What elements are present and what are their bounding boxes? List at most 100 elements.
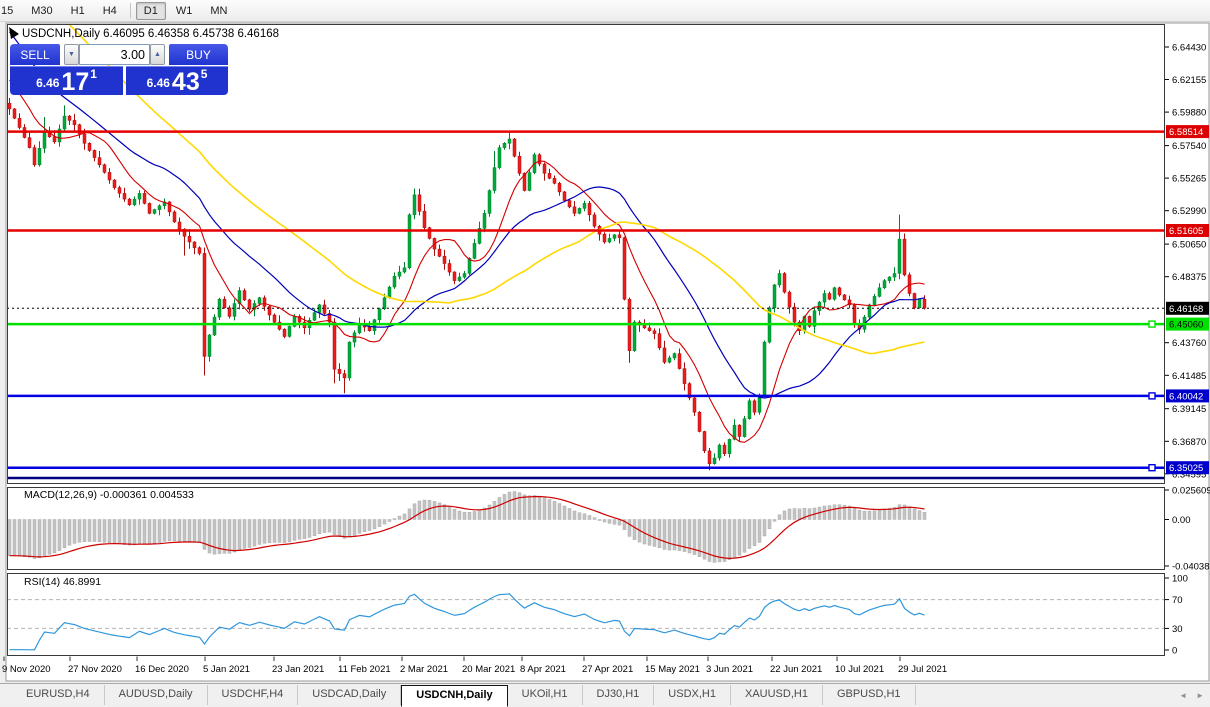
timeframe-button-mn[interactable]: MN (210, 4, 228, 17)
line-endpoint-marker[interactable] (1148, 464, 1156, 472)
timeframe-button-15[interactable]: 15 (1, 4, 14, 17)
candle (867, 304, 872, 318)
chart-tab-usdcad-daily[interactable]: USDCAD,Daily (298, 685, 402, 705)
macd-histogram-bar (672, 519, 677, 551)
macd-histogram-bar (162, 519, 167, 542)
tab-scroll-left-icon[interactable]: ◄ (1179, 691, 1188, 700)
macd-histogram-bar (372, 519, 377, 530)
macd-histogram-bar (857, 509, 862, 520)
candle (777, 273, 782, 286)
chart-tab-audusd-daily[interactable]: AUDUSD,Daily (105, 685, 208, 705)
chart-tab-dj30-h1[interactable]: DJ30,H1 (583, 685, 655, 705)
volume-decrease-button[interactable]: ▼ (64, 44, 79, 65)
timeframe-button-d1[interactable]: D1 (135, 1, 166, 20)
candle (322, 304, 327, 314)
timeframe-button-h4[interactable]: H4 (102, 4, 117, 17)
chart-title: USDCNH,Daily 6.46095 6.46358 6.45738 6.4… (22, 28, 279, 40)
macd-histogram-bar (167, 519, 172, 542)
price-axis-tick-label: 6.50650 (1172, 240, 1206, 251)
timeframe-button-m30[interactable]: M30 (31, 4, 53, 17)
chart-tab-gbpusd-h1[interactable]: GBPUSD,H1 (823, 685, 916, 705)
volume-input[interactable] (79, 44, 150, 65)
tab-scroll-right-icon[interactable]: ► (1196, 691, 1204, 700)
candle (377, 308, 382, 321)
bid-price-box[interactable]: 6.46 17 1 (10, 66, 123, 95)
chart-tab-xauusd-h1[interactable]: XAUUSD,H1 (731, 685, 823, 705)
line-endpoint-marker[interactable] (1148, 320, 1156, 328)
candle (522, 173, 527, 191)
chevron-down-icon: ▼ (68, 51, 75, 58)
candle (592, 214, 597, 227)
macd-histogram-bar (587, 515, 592, 520)
chart-ohlc-quote: 6.46095 6.46358 6.45738 6.46168 (103, 28, 280, 40)
timeframe-button-w1[interactable]: W1 (175, 4, 193, 17)
macd-histogram-bar (807, 508, 812, 520)
macd-histogram-bar (657, 519, 662, 548)
chart-marker-triangle-icon[interactable] (9, 27, 19, 39)
candle (142, 193, 147, 204)
macd-histogram-bar (477, 509, 482, 520)
macd-histogram-bar (537, 496, 542, 520)
candle (852, 304, 857, 324)
candle (402, 267, 407, 273)
macd-histogram-bar (67, 519, 72, 546)
candle (822, 293, 827, 303)
ask-price-box[interactable]: 6.46 43 5 (126, 66, 228, 95)
chart-tab-eurusd-h4[interactable]: EURUSD,H4 (12, 685, 105, 705)
chart-symbol-period: USDCNH,Daily (22, 28, 100, 40)
candle (832, 287, 837, 300)
candle (892, 273, 897, 278)
macd-indicator-label: MACD(12,26,9) -0.000361 0.004533 (24, 489, 194, 501)
macd-histogram-bar (467, 512, 472, 520)
macd-histogram-bar (622, 519, 627, 530)
macd-histogram-bar (462, 511, 467, 520)
candle (712, 457, 717, 464)
line-endpoint-marker[interactable] (1148, 392, 1156, 400)
macd-histogram-bar (742, 519, 747, 553)
macd-histogram-bar (512, 491, 517, 520)
candle (707, 450, 712, 465)
macd-histogram-bar (912, 508, 917, 520)
rsi-axis-label: 0 (1172, 646, 1177, 657)
macd-histogram-bar (112, 519, 117, 544)
macd-histogram-bar (497, 497, 502, 520)
rsi-axis-label: 30 (1172, 624, 1183, 635)
macd-histogram-bar (32, 519, 37, 559)
macd-histogram-bar (17, 519, 22, 557)
candle (697, 411, 702, 432)
macd-histogram-bar (197, 519, 202, 543)
chart-tab-ukoil-h1[interactable]: UKOil,H1 (508, 685, 583, 705)
macd-histogram-bar (847, 505, 852, 520)
macd-axis-label: 0.00 (1172, 515, 1191, 526)
x-axis-label: 8 Apr 2021 (520, 664, 566, 675)
price-axis-tick-label: 6.62155 (1172, 75, 1206, 86)
candle (462, 273, 467, 278)
macd-histogram-bar (262, 519, 267, 544)
candle (267, 306, 272, 316)
candle (312, 312, 317, 321)
timeframe-button-h1[interactable]: H1 (70, 4, 85, 17)
macd-histogram-bar (642, 519, 647, 545)
macd-histogram-bar (352, 519, 357, 536)
chart-tab-usdchf-h4[interactable]: USDCHF,H4 (208, 685, 299, 705)
candle (277, 321, 282, 330)
macd-histogram-bar (552, 500, 557, 520)
macd-histogram-bar (182, 519, 187, 542)
candle (727, 439, 732, 454)
candle (347, 341, 352, 379)
macd-histogram-bar (297, 519, 302, 540)
macd-histogram-bar (832, 504, 837, 520)
volume-increase-button[interactable]: ▲ (150, 44, 165, 65)
candle (667, 357, 672, 363)
buy-button[interactable]: BUY (169, 44, 228, 65)
price-label-highlight-text: 6.46168 (1169, 304, 1203, 315)
sell-button[interactable]: SELL (10, 44, 60, 65)
price-label-highlight-text: 6.51605 (1169, 226, 1203, 237)
chart-tab-usdx-h1[interactable]: USDX,H1 (654, 685, 731, 705)
macd-signal-line (9, 495, 925, 560)
macd-histogram-bar (187, 519, 192, 543)
candle (772, 284, 777, 309)
chart-tab-usdcnh-daily[interactable]: USDCNH,Daily (401, 684, 508, 707)
macd-histogram-bar (442, 504, 447, 520)
